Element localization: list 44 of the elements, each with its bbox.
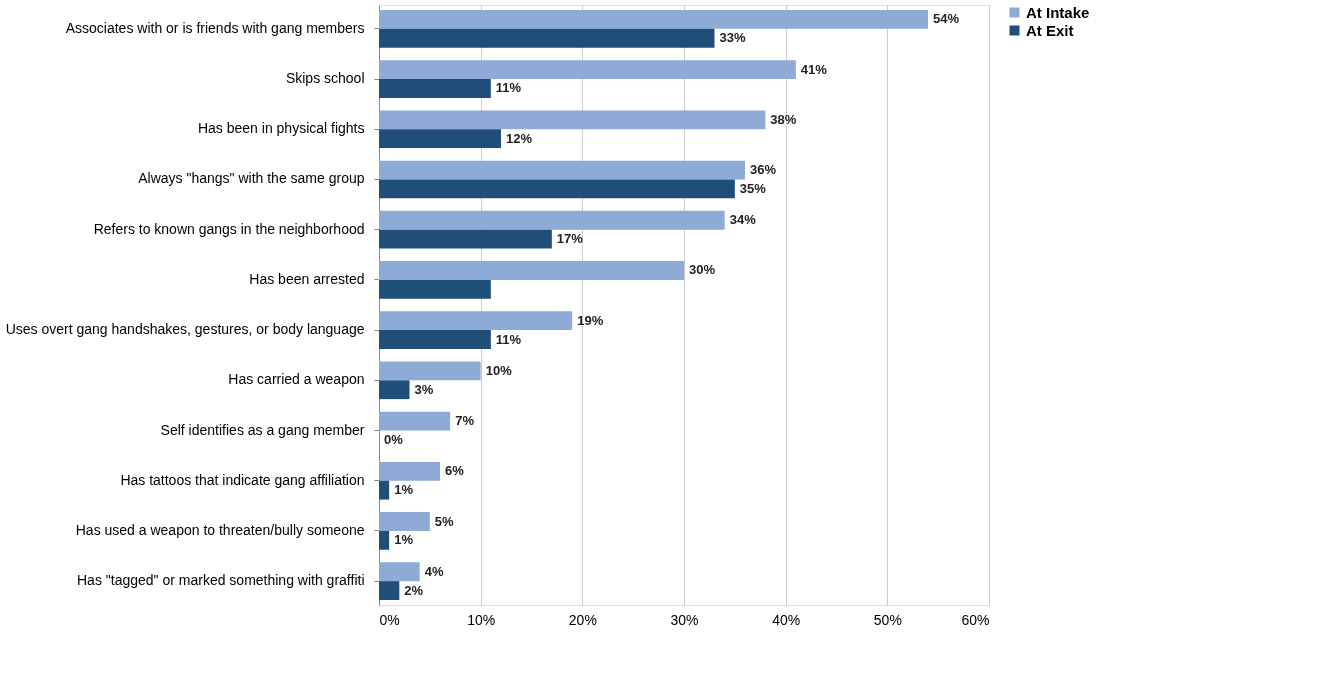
data-label: 0% [384, 431, 404, 447]
x-tick-label: 60% [961, 611, 990, 628]
y-tick-label: Has been in physical fights [197, 120, 365, 137]
data-label: 12% [506, 130, 533, 146]
y-tick-label: Has been arrested [249, 270, 365, 287]
data-label: 10% [485, 362, 513, 378]
y-tick-label: Uses overt gang handshakes, gestures, or body language [5, 321, 365, 338]
x-tick-label: 20% [568, 611, 597, 628]
legend-label: At Exit [1026, 21, 1074, 39]
data-label: 7% [455, 413, 475, 429]
data-label: 38% [770, 111, 797, 127]
data-label: 4% [424, 563, 444, 579]
y-tick-label: Has used a weapon to threaten/bully someone [75, 521, 365, 538]
data-label: 11% [495, 80, 522, 96]
y-tick-label: Has carried a weapon [228, 371, 365, 388]
y-tick-label: Refers to known gangs in the neighborhood [93, 220, 365, 237]
x-tick-label: 30% [670, 611, 699, 628]
y-tick-label: Has "tagged" or marked something with graffiti [77, 572, 365, 589]
data-label: 3% [414, 381, 434, 397]
x-tick-label: 40% [772, 611, 801, 628]
data-label: 34% [729, 212, 757, 228]
data-label: 17% [556, 231, 584, 247]
data-label: 36% [750, 162, 777, 178]
x-tick-label: 50% [873, 611, 902, 628]
y-tick-label: Self identifies as a gang member [160, 421, 365, 438]
data-label: 2% [404, 582, 424, 598]
data-label: 30% [689, 262, 716, 278]
y-tick-label: Skips school [285, 70, 365, 87]
data-label: 19% [577, 312, 604, 328]
data-label: 5% [434, 513, 455, 529]
y-tick-label: Always "hangs" with the same group [138, 170, 365, 187]
y-tick-label: Associates with or is friends with gang members [65, 19, 365, 36]
data-label: 11% [495, 331, 522, 347]
data-label: 1% [394, 532, 414, 548]
data-label: 41% [800, 61, 828, 77]
legend-label: At Intake [1026, 3, 1090, 21]
y-tick-label: Has tattoos that indicate gang affiliation [120, 471, 365, 488]
x-tick-label: 10% [467, 611, 496, 628]
data-label: 54% [933, 11, 960, 27]
data-label: 33% [719, 30, 746, 46]
data-label: 35% [739, 180, 767, 196]
data-label: 6% [445, 463, 465, 479]
x-tick-label: 0% [379, 611, 400, 628]
data-label: 1% [394, 482, 414, 498]
